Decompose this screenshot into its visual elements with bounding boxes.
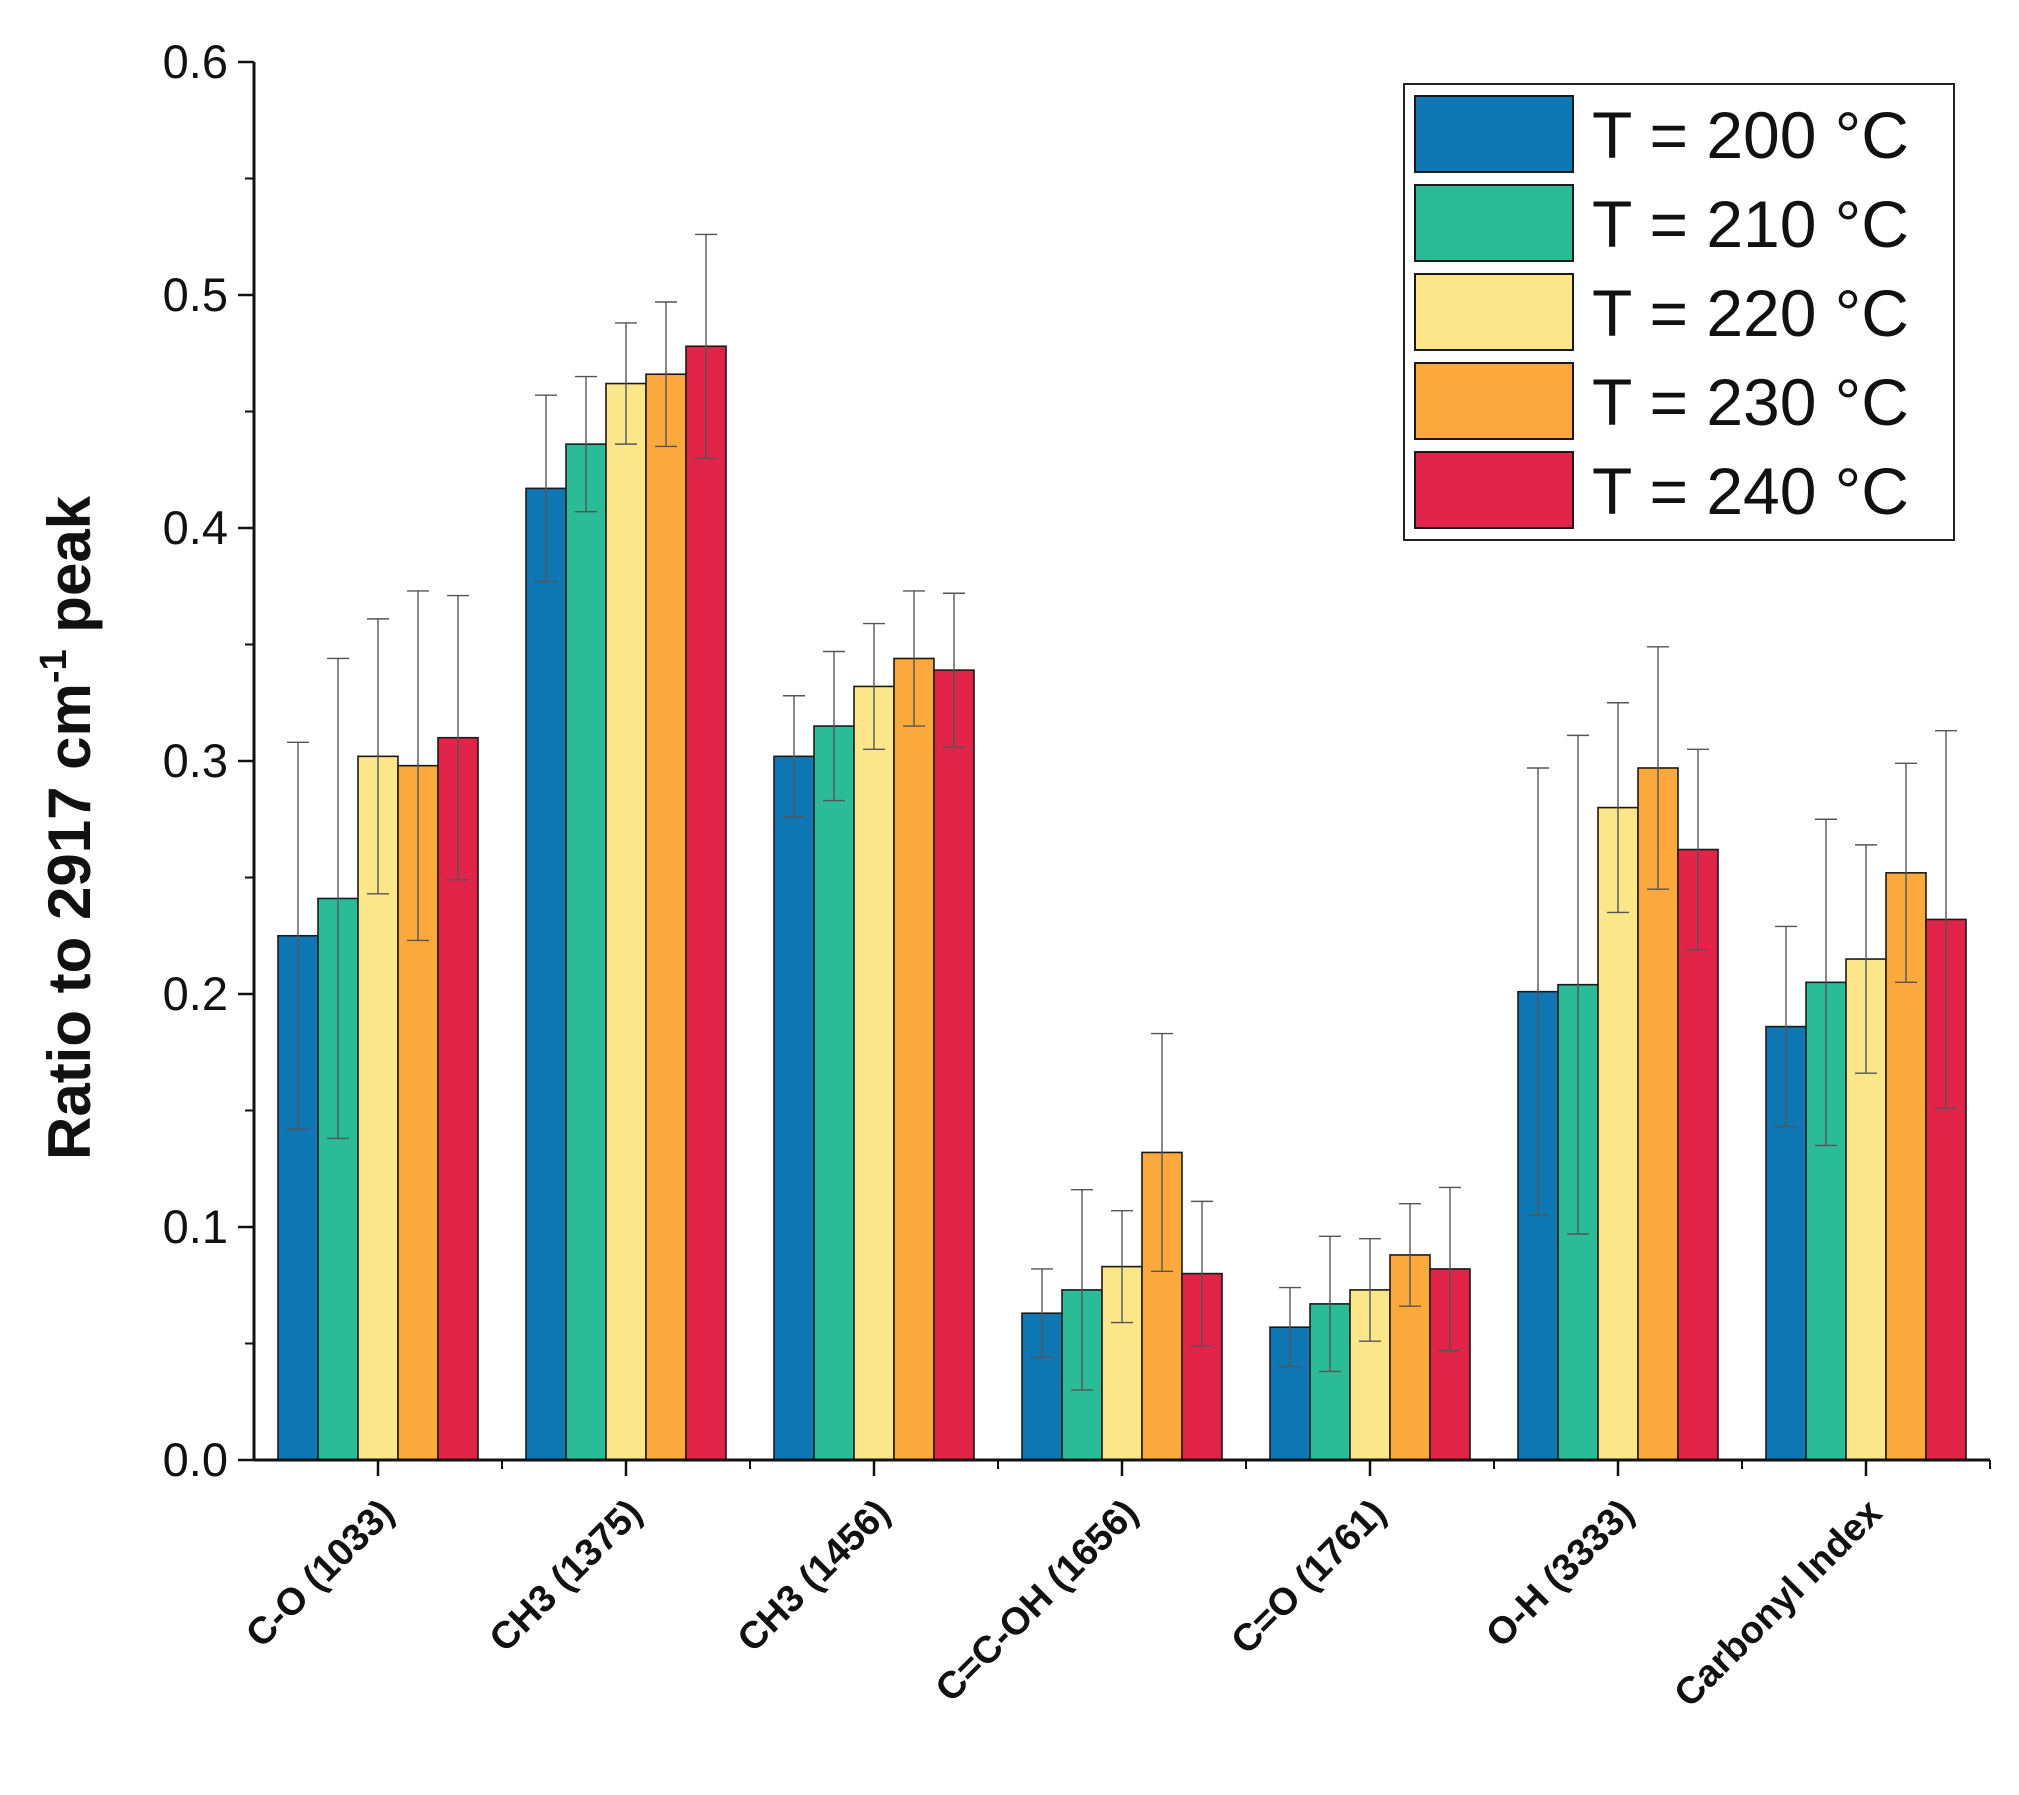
axes-layer	[238, 60, 1991, 1476]
legend-swatch	[1414, 362, 1574, 440]
error-bars-layer	[287, 233, 1957, 1391]
y-tick-label: 0.1	[163, 1200, 228, 1253]
legend: T = 200 °C T = 210 °C T = 220 °C T = 230 °C…	[1403, 83, 1955, 541]
legend-label: T = 240 °C	[1592, 454, 1909, 528]
y-tick-label: 0.2	[163, 967, 228, 1020]
legend-swatch	[1414, 184, 1574, 262]
bar	[893, 657, 935, 1461]
legend-label: T = 200 °C	[1592, 98, 1909, 172]
legend-swatch	[1414, 451, 1574, 529]
y-tick-label: 0.0	[163, 1433, 228, 1486]
y-tick-labels: 0.0 0.1 0.2 0.3 0.4 0.5 0.6	[163, 35, 228, 1486]
legend-swatch	[1414, 273, 1574, 351]
y-tick-label: 0.5	[163, 268, 228, 321]
bar	[773, 755, 815, 1461]
y-tick-label: 0.4	[163, 501, 228, 554]
y-axis-title: Ratio to 2917 cm-1 peak	[33, 495, 103, 1160]
bar	[853, 685, 895, 1461]
bar	[933, 669, 975, 1461]
legend-label: T = 210 °C	[1592, 187, 1909, 261]
legend-label: T = 220 °C	[1592, 276, 1909, 350]
bars-layer	[277, 345, 1967, 1461]
y-tick-label: 0.6	[163, 35, 228, 88]
bar	[645, 373, 687, 1461]
bar	[605, 382, 647, 1461]
legend-label: T = 230 °C	[1592, 365, 1909, 439]
bar	[685, 345, 727, 1461]
y-tick-label: 0.3	[163, 734, 228, 787]
bar	[813, 725, 855, 1461]
legend-swatch	[1414, 95, 1574, 173]
bar	[525, 487, 567, 1461]
bar	[565, 443, 607, 1461]
